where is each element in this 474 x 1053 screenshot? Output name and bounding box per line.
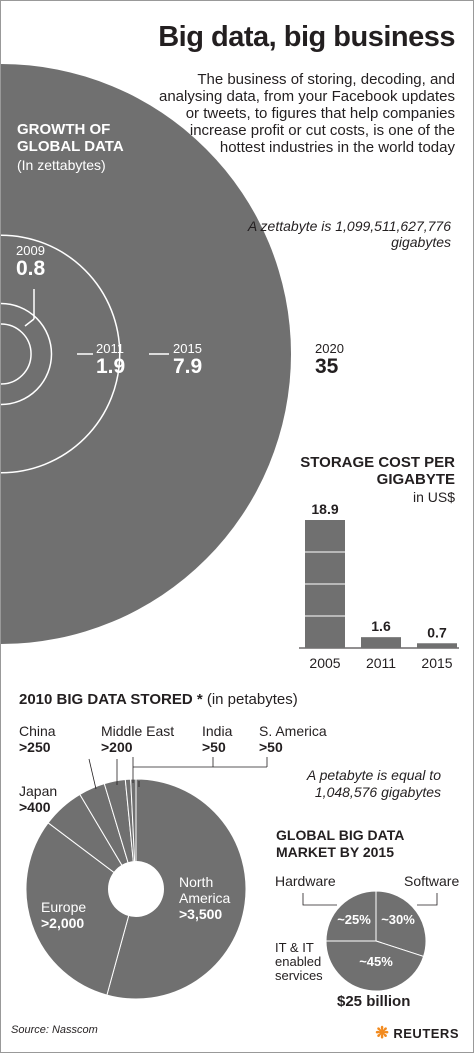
pie-leader-line [88, 758, 97, 790]
growth-value-label: 0.8 [16, 257, 46, 280]
bar-value-label: 0.7 [427, 624, 447, 640]
big-data-stored-pie-chart [25, 757, 268, 1000]
growth-circle-2011 [1, 302, 53, 406]
bar-2011 [361, 637, 401, 648]
big-data-stored-heading: 2010 BIG DATA STORED * [19, 691, 203, 708]
reuters-logo-icon: ❋ [375, 1025, 390, 1042]
slice-value: >3,500 [179, 906, 223, 922]
growth-value-label: 1.9 [96, 355, 126, 378]
slice-value: >400 [19, 799, 51, 815]
market-label-hardware: Hardware [275, 873, 336, 889]
bar-category-label: 2011 [366, 655, 396, 671]
pie-label-europe: Europe >2,000 [41, 899, 86, 931]
storage-cost-bar-chart: 18.9 2005 1.6 2011 0.7 2015 [299, 501, 459, 671]
bar-value-label: 18.9 [311, 501, 338, 517]
reuters-logo-text: REUTERS [393, 1026, 459, 1041]
pie-label-china: China >250 [19, 723, 56, 755]
slice-value: >50 [259, 739, 283, 755]
pie-label-japan: Japan >400 [19, 783, 57, 815]
growth-year-label: 2015 [173, 341, 202, 356]
slice-value: >50 [202, 739, 226, 755]
pie-label-north-america: North America >3,500 [179, 874, 249, 922]
stored-slice-north-america [106, 778, 247, 1000]
market-leader-line [417, 893, 438, 906]
market-label-software: Software [404, 873, 460, 889]
stored-center-hole [108, 861, 164, 917]
growth-value-label: 7.9 [173, 355, 203, 378]
slice-name: North America [179, 874, 231, 906]
slice-name: Europe [41, 899, 87, 915]
source-credit: Source: Nasscom [11, 1024, 98, 1036]
page-title: Big data, big business [158, 21, 455, 53]
market-slice-value: ~45% [359, 954, 393, 969]
growth-chart-title: GROWTH OF GLOBAL DATA [17, 121, 124, 155]
growth-value-label: 35 [315, 355, 339, 378]
market-slice-it-it-enabled-services [325, 940, 425, 992]
growth-circle-2020 [1, 64, 291, 644]
reuters-logo: ❋ REUTERS [375, 1023, 459, 1043]
slice-value: >200 [101, 739, 133, 755]
market-slice-hardware [325, 890, 377, 942]
slice-name: China [19, 723, 56, 739]
growth-point-2015: 2015 7.9 [173, 341, 202, 378]
growth-point-2020: 2020 35 [315, 341, 344, 378]
big-data-stored-unit: (in petabytes) [206, 691, 298, 708]
market-label-services: IT & IT enabled services [275, 940, 323, 983]
bar-category-label: 2015 [421, 655, 452, 671]
growth-year-label: 2009 [16, 243, 45, 258]
slice-value: >250 [19, 739, 51, 755]
pie-label-middle-east: Middle East >200 [101, 723, 174, 755]
growth-of-global-data-chart [1, 64, 291, 644]
market-leader-line [302, 893, 337, 906]
slice-name: India [202, 723, 233, 739]
market-chart-title: GLOBAL BIG DATA MARKET BY 2015 [276, 827, 404, 860]
market-slice-value: ~25% [337, 912, 371, 927]
market-total: $25 billion [337, 993, 411, 1010]
growth-leader-line [24, 318, 35, 327]
growth-circle-2009 [1, 323, 32, 385]
pie-label-india: India >50 [202, 723, 232, 755]
bar-2015 [417, 643, 457, 648]
growth-circle-2015 [1, 234, 121, 474]
slice-name: Middle East [101, 723, 175, 739]
stored-slice-europe [25, 822, 137, 996]
zettabyte-note: A zettabyte is 1,099,511,627,776 gigabyt… [247, 218, 451, 250]
pie-label-s-america: S. America >50 [259, 723, 327, 755]
slice-name: S. America [259, 723, 327, 739]
growth-chart-subtitle: (In zettabytes) [17, 157, 106, 173]
big-data-stored-title: 2010 BIG DATA STORED * (in petabytes) [19, 691, 298, 708]
growth-point-2009: 2009 0.8 [16, 243, 45, 280]
slice-name: Japan [19, 783, 58, 799]
petabyte-note: A petabyte is equal to 1,048,576 gigabyt… [306, 767, 441, 800]
storage-cost-unit: in US$ [412, 489, 455, 505]
market-pie-chart: ~25% ~30% ~45% [302, 890, 438, 992]
market-slice-software [375, 890, 427, 958]
growth-point-2011: 2011 1.9 [96, 341, 125, 378]
bar-value-label: 1.6 [371, 618, 391, 634]
bar-category-label: 2005 [309, 655, 340, 671]
slice-value: >2,000 [41, 915, 85, 931]
market-slice-value: ~30% [381, 912, 415, 927]
storage-cost-title: STORAGE COST PER GIGABYTE [300, 454, 455, 488]
growth-year-label: 2011 [96, 341, 124, 356]
intro-text: The business of storing, decoding, and a… [158, 71, 455, 156]
growth-year-label: 2020 [315, 341, 344, 356]
